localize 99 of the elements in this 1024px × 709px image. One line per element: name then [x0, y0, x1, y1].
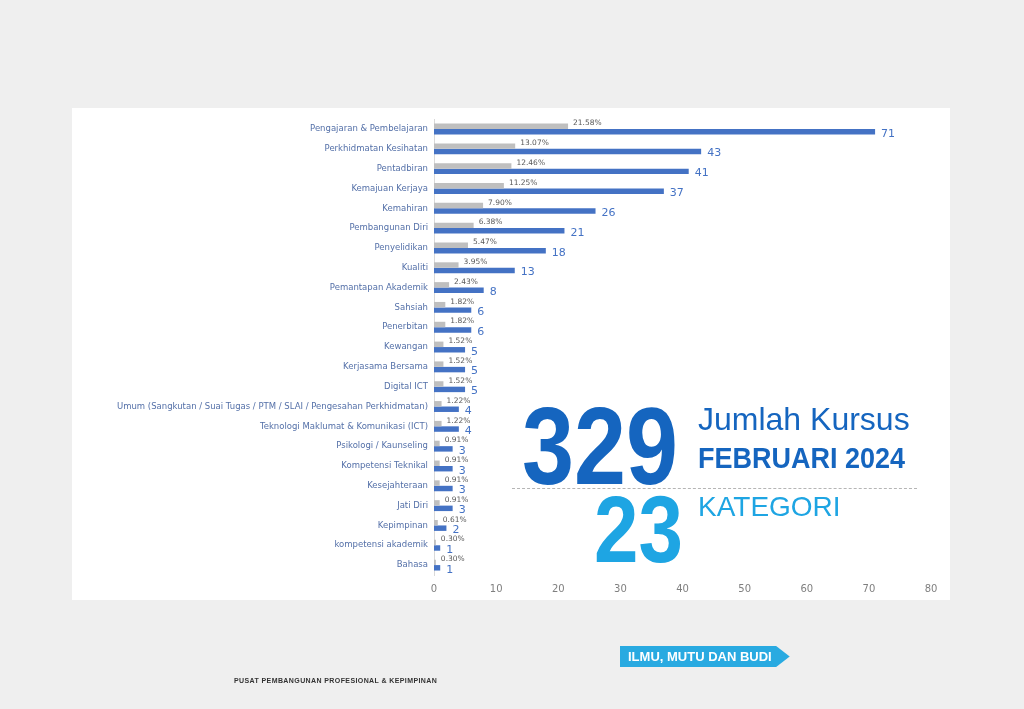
bar	[434, 228, 565, 234]
data-label: 6	[477, 304, 485, 318]
y-tick-label: kompetensi akademik	[334, 539, 429, 550]
arrow-banner: ILMU, MUTU DAN BUDI	[620, 646, 790, 667]
data-label: 8	[489, 285, 497, 299]
y-tick-label: Perkhidmatan Kesihatan	[324, 143, 428, 154]
bar	[434, 460, 440, 466]
data-label: 71	[881, 126, 896, 140]
data-label: 43	[707, 146, 722, 160]
bar	[434, 123, 569, 130]
bar	[434, 247, 546, 254]
bar	[434, 361, 444, 367]
y-tick-label: Umum (Sangkutan / Suai Tugas / PTM / SLAI / Pengesahan Perkhidmatan)	[116, 400, 428, 411]
data-label: 3	[458, 483, 466, 497]
y-tick-label: Kerjasama Bersama	[343, 361, 428, 372]
data-label: 13	[520, 265, 535, 279]
data-label: 5	[471, 344, 479, 358]
x-tick-label: 50	[738, 582, 751, 594]
bar	[434, 327, 472, 333]
data-label: 4	[464, 404, 472, 418]
bar	[434, 148, 702, 155]
bar	[434, 287, 484, 294]
data-label: 6	[477, 324, 485, 338]
bar	[434, 129, 876, 135]
bar	[434, 520, 438, 526]
annotation: KATEGORI	[698, 491, 841, 522]
y-tick-label: Kepimpinan	[377, 519, 428, 530]
bar	[434, 485, 453, 492]
bar	[434, 183, 504, 189]
bar	[434, 307, 472, 313]
y-tick-label: Kemajuan Kerjaya	[351, 182, 428, 193]
bar	[434, 420, 442, 427]
bar	[434, 465, 453, 472]
x-tick-label: 40	[676, 582, 689, 594]
y-tick-label: Pentadbiran	[376, 162, 428, 173]
x-tick-label: 80	[924, 582, 938, 594]
data-label: 3	[458, 463, 466, 477]
y-tick-label: Bahasa	[396, 559, 428, 570]
x-tick-label: 20	[551, 582, 565, 594]
bar	[434, 168, 689, 175]
y-tick-label: Psikologi / Kaunseling	[336, 440, 428, 451]
y-tick-label: Penyelidikan	[374, 242, 428, 253]
x-tick-label: 0	[430, 582, 438, 594]
data-label: 1	[446, 562, 454, 576]
bar	[434, 381, 444, 387]
y-tick-label: Digital ICT	[384, 380, 429, 391]
bar	[434, 565, 441, 571]
bar	[434, 347, 466, 353]
data-label: 3	[458, 503, 466, 517]
bar	[434, 545, 441, 551]
x-tick-label: 70	[862, 582, 876, 594]
bar	[434, 282, 450, 288]
y-tick-label: Penerbitan	[382, 321, 428, 332]
y-tick-label: Kompetensi Teknikal	[341, 460, 428, 471]
y-tick-label: Kemahiran	[382, 202, 428, 213]
bar	[434, 208, 596, 214]
data-label: 18	[551, 245, 566, 259]
y-tick-label: Kesejahteraan	[367, 480, 428, 491]
data-label: 41	[694, 166, 709, 180]
data-label: 5	[471, 364, 479, 378]
data-label: 3	[458, 443, 466, 457]
bar	[434, 188, 664, 194]
data-label: 21	[570, 225, 585, 239]
bar	[434, 202, 484, 209]
bar	[434, 262, 459, 268]
data-label: 4	[464, 423, 472, 437]
bar	[434, 480, 440, 486]
x-tick-label: 10	[489, 582, 503, 594]
bar	[434, 366, 466, 373]
bar	[434, 143, 516, 149]
y-tick-label: Teknologi Maklumat & Komunikasi (ICT)	[258, 420, 428, 431]
data-label: 26	[601, 205, 616, 219]
data-label: 5	[471, 384, 479, 398]
bar	[434, 505, 453, 512]
bar	[434, 440, 440, 447]
bar	[434, 426, 459, 432]
bar	[434, 386, 466, 393]
bar	[434, 242, 468, 248]
x-tick-label: 60	[800, 582, 814, 594]
data-label: 1	[446, 542, 454, 556]
data-label: 37	[669, 186, 684, 200]
bar	[434, 267, 515, 274]
y-tick-label: Sahsiah	[394, 301, 428, 312]
annotation: FEBRUARI 2024	[698, 441, 906, 475]
y-tick-label: Jati Diri	[396, 499, 428, 510]
y-tick-label: Pembangunan Diri	[349, 222, 428, 233]
bar	[434, 525, 447, 531]
y-tick-label: Kewangan	[384, 341, 428, 352]
bar	[434, 163, 512, 169]
bar	[434, 446, 453, 452]
bar	[434, 401, 442, 407]
y-tick-label: Kualiti	[401, 261, 428, 272]
bar	[434, 406, 459, 412]
x-tick-label: 30	[614, 582, 627, 594]
annotation: Jumlah Kursus	[698, 401, 910, 437]
bar	[434, 222, 474, 229]
y-tick-label: Pengajaran & Pembelajaran	[310, 123, 428, 134]
bar	[434, 500, 440, 506]
y-tick-label: Pemantapan Akademik	[329, 281, 429, 292]
